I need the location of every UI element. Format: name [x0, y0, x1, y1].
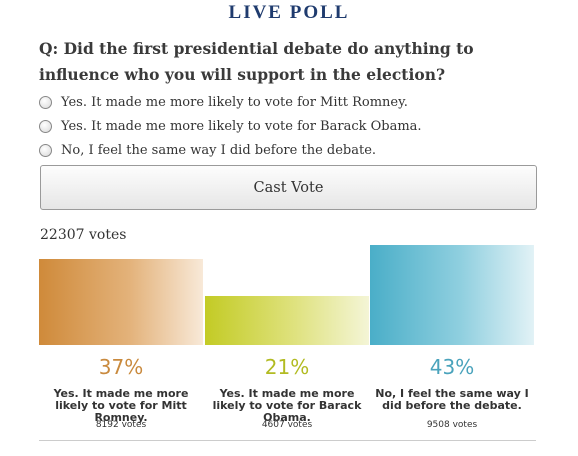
results-chart: [39, 245, 535, 345]
radio-circle-icon[interactable]: [39, 143, 52, 157]
poll-title: LIVE POLL: [228, 2, 350, 23]
category-label: No, I feel the same way I did before the…: [375, 387, 529, 412]
percent-label: 37%: [98, 355, 144, 379]
option-romney[interactable]: Yes. It made me more likely to vote for …: [39, 90, 559, 114]
category-label: Yes. It made me more likely to vote for …: [53, 387, 189, 424]
divider: [39, 440, 536, 441]
cast-vote-button[interactable]: Cast Vote: [40, 165, 537, 210]
bar-no-change: [370, 245, 534, 345]
total-votes: 22307 votes: [40, 227, 127, 243]
option-label: Yes. It made me more likely to vote for …: [61, 94, 408, 110]
vote-count: 8192 votes: [95, 420, 147, 430]
bar-obama: [205, 296, 369, 345]
percent-label: 43%: [429, 355, 475, 379]
percent-label: 21%: [264, 355, 310, 379]
radio-circle-icon[interactable]: [39, 119, 52, 133]
option-label: No, I feel the same way I did before the…: [61, 142, 377, 158]
poll-question: Q: Did the first presidential debate do …: [39, 39, 474, 84]
vote-count: 9508 votes: [426, 420, 478, 430]
poll-options: Yes. It made me more likely to vote for …: [39, 90, 559, 162]
result-romney: 37% Yes. It made me more likely to vote …: [39, 352, 203, 430]
radio-circle-icon[interactable]: [39, 95, 52, 109]
option-obama[interactable]: Yes. It made me more likely to vote for …: [39, 114, 559, 138]
option-label: Yes. It made me more likely to vote for …: [61, 118, 422, 134]
result-obama: 21% Yes. It made me more likely to vote …: [205, 352, 369, 430]
vote-count: 4607 votes: [261, 420, 313, 430]
option-no-change[interactable]: No, I feel the same way I did before the…: [39, 138, 559, 162]
bar-romney: [39, 259, 203, 345]
category-label: Yes. It made me more likely to vote for …: [212, 387, 362, 424]
result-no-change: 43% No, I feel the same way I did before…: [370, 352, 534, 430]
